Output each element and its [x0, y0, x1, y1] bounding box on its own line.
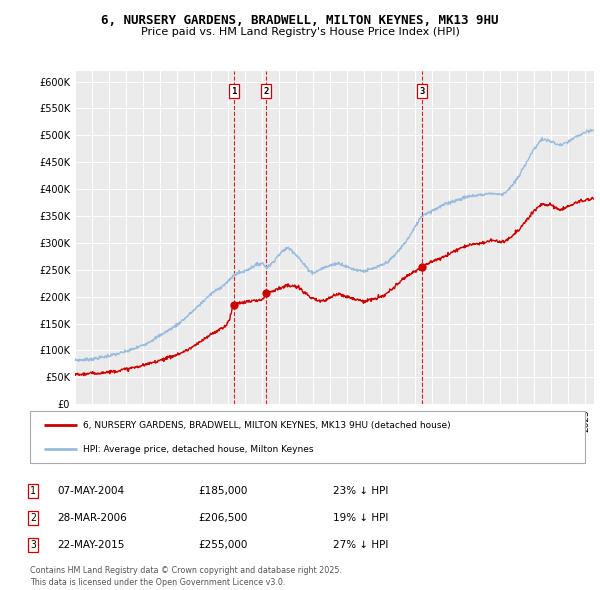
Text: Price paid vs. HM Land Registry's House Price Index (HPI): Price paid vs. HM Land Registry's House … [140, 27, 460, 37]
Text: 2: 2 [263, 87, 269, 96]
Text: 1: 1 [30, 486, 36, 496]
Text: 3: 3 [30, 540, 36, 550]
Text: 6, NURSERY GARDENS, BRADWELL, MILTON KEYNES, MK13 9HU: 6, NURSERY GARDENS, BRADWELL, MILTON KEY… [101, 14, 499, 27]
Text: 1: 1 [232, 87, 237, 96]
Text: £255,000: £255,000 [198, 540, 247, 550]
Text: 6, NURSERY GARDENS, BRADWELL, MILTON KEYNES, MK13 9HU (detached house): 6, NURSERY GARDENS, BRADWELL, MILTON KEY… [83, 421, 451, 430]
Text: £206,500: £206,500 [198, 513, 247, 523]
FancyBboxPatch shape [30, 411, 585, 463]
Text: 22-MAY-2015: 22-MAY-2015 [57, 540, 124, 550]
Text: 3: 3 [419, 87, 425, 96]
Text: Contains HM Land Registry data © Crown copyright and database right 2025.
This d: Contains HM Land Registry data © Crown c… [30, 566, 342, 587]
Text: 28-MAR-2006: 28-MAR-2006 [57, 513, 127, 523]
Text: 07-MAY-2004: 07-MAY-2004 [57, 486, 124, 496]
Text: 2: 2 [30, 513, 36, 523]
Text: 19% ↓ HPI: 19% ↓ HPI [333, 513, 388, 523]
Text: HPI: Average price, detached house, Milton Keynes: HPI: Average price, detached house, Milt… [83, 445, 313, 454]
Text: 23% ↓ HPI: 23% ↓ HPI [333, 486, 388, 496]
Text: 27% ↓ HPI: 27% ↓ HPI [333, 540, 388, 550]
Text: £185,000: £185,000 [198, 486, 247, 496]
